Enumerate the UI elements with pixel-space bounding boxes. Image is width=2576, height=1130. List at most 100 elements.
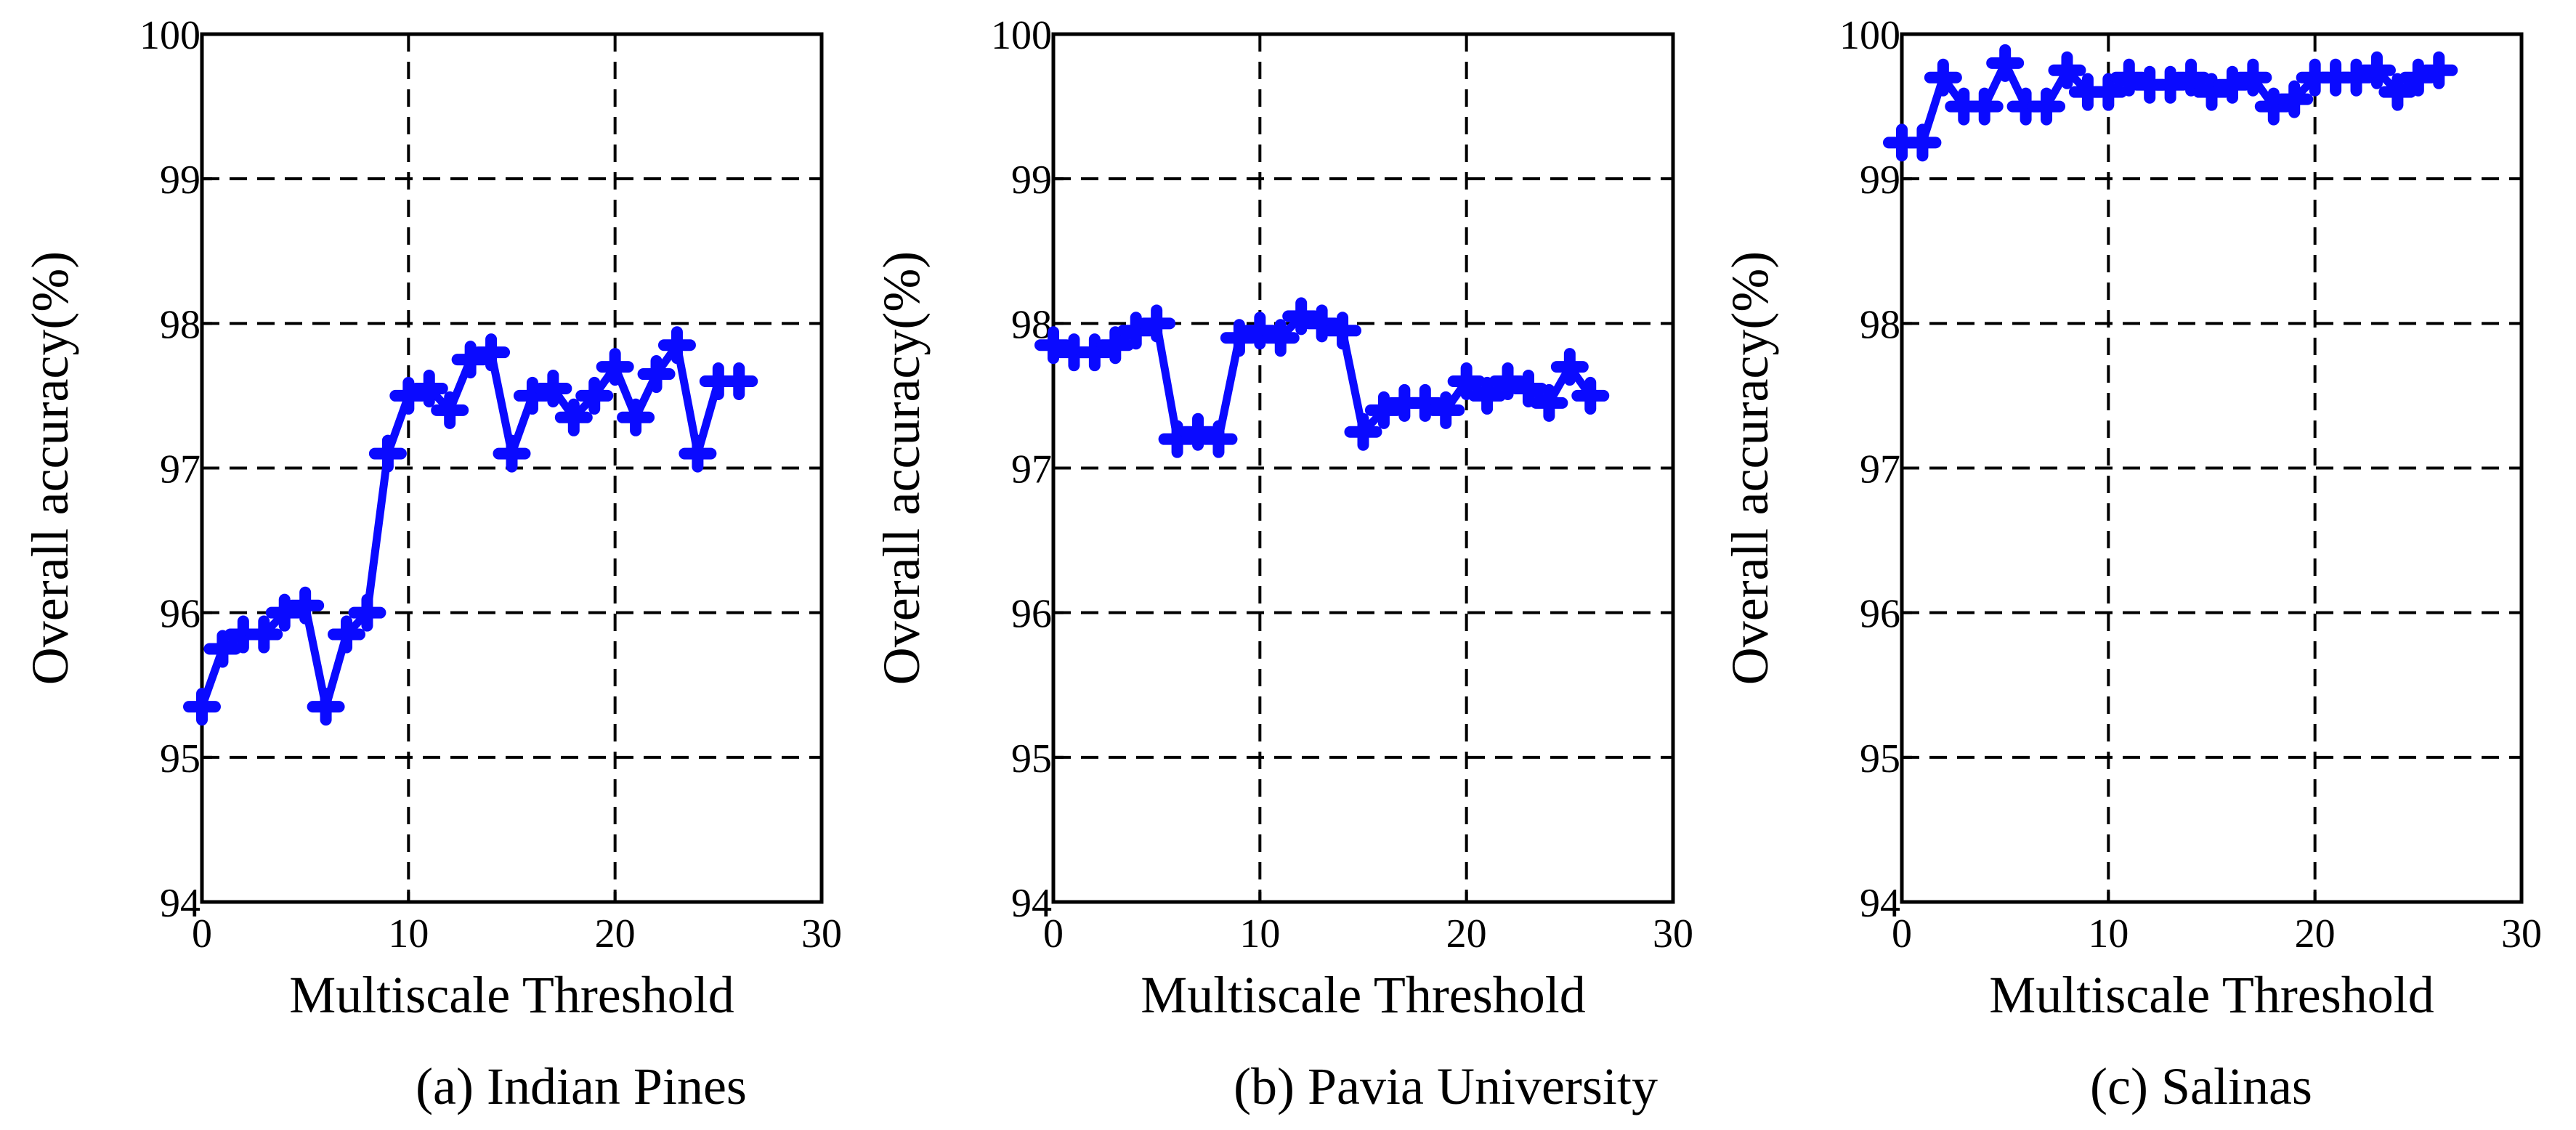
y-tick-label: 94 [160, 881, 201, 926]
x-tick-label: 0 [192, 911, 212, 956]
data-point [2110, 58, 2148, 97]
x-tick-label: 20 [1446, 911, 1487, 956]
data-point [1241, 312, 1279, 350]
data-point [493, 434, 531, 473]
data-point [2399, 58, 2437, 97]
data-point [2275, 80, 2314, 118]
data-point [286, 586, 325, 625]
y-tick-label: 95 [1011, 736, 1052, 781]
data-point [1158, 420, 1196, 458]
y-tick-label: 99 [160, 158, 201, 203]
y-tick-label: 94 [1011, 881, 1052, 926]
data-point [265, 593, 304, 632]
data-point [2234, 58, 2272, 97]
data-point [1096, 326, 1135, 365]
data-point [1986, 44, 2025, 82]
y-tick-label: 99 [1011, 158, 1052, 203]
x-tick-label: 30 [2501, 911, 2542, 956]
y-tick-label: 100 [1839, 13, 1900, 58]
x-axis-label: Multiscale Threshold [289, 966, 734, 1024]
data-point [389, 376, 428, 415]
y-tick-label: 97 [1011, 447, 1052, 492]
data-point [2028, 87, 2066, 126]
data-point [368, 434, 407, 473]
chart-panel-1: 94 95 96 97 98 99 100 0 10 20 30 Multiscale Thresho… [21, 13, 842, 1115]
data-point [1468, 376, 1507, 415]
data-point [1261, 319, 1300, 357]
data-point [348, 593, 386, 632]
y-tick-label: 96 [1860, 592, 1900, 637]
y-tick-label: 97 [1860, 447, 1900, 492]
data-point [410, 369, 448, 407]
data-point [575, 376, 614, 415]
data-point [637, 355, 676, 394]
x-tick-label: 10 [2088, 911, 2129, 956]
data-point [431, 391, 469, 429]
data-point [2378, 73, 2417, 111]
y-axis-label: Overall accuracy(%) [872, 251, 931, 686]
y-tick-label: 95 [160, 736, 201, 781]
data-point [534, 369, 572, 407]
data-point [1364, 391, 1403, 429]
data-point [1530, 383, 1568, 422]
data-point [1344, 412, 1382, 451]
data-point [1571, 376, 1610, 415]
data-point [1034, 326, 1072, 365]
y-tick-label: 98 [160, 302, 201, 347]
y-tick-label: 100 [139, 13, 201, 58]
panel-caption: (a) Indian Pines [416, 1057, 747, 1115]
y-tick-label: 98 [1860, 302, 1900, 347]
data-point [2172, 58, 2211, 97]
data-point [1282, 297, 1321, 336]
data-point [245, 615, 283, 654]
x-tick-label: 30 [801, 911, 842, 956]
data-point [1075, 333, 1114, 372]
x-tick-label: 10 [1239, 911, 1280, 956]
data-point [1179, 412, 1218, 451]
chart-panel-3: 94 95 96 97 98 99 100 0 10 20 30 Multiscale Thresho… [1721, 13, 2542, 1115]
data-point [1509, 369, 1547, 407]
data-point [1220, 319, 1258, 357]
panel-caption: (c) Salinas [2090, 1057, 2312, 1115]
y-tick-label: 100 [991, 13, 1052, 58]
data-point [1427, 391, 1465, 429]
data-point [720, 362, 758, 400]
data-point [1447, 362, 1486, 400]
data-point [2213, 65, 2251, 104]
data-point [1924, 58, 1962, 97]
data-point [2254, 87, 2293, 126]
data-point [617, 398, 655, 436]
data-point [657, 326, 696, 365]
data-point [1324, 312, 1362, 350]
x-axis-label: Multiscale Threshold [1989, 966, 2434, 1024]
series-line [198, 341, 740, 711]
data-point [2192, 73, 2231, 111]
data-point [1303, 304, 1341, 343]
y-axis-label: Overall accuracy(%) [1721, 251, 1779, 686]
data-point [1406, 383, 1444, 422]
y-axis-label: Overall accuracy(%) [21, 251, 79, 686]
data-point [472, 333, 511, 372]
y-tick-label: 96 [160, 592, 201, 637]
data-point [328, 615, 366, 654]
y-tick-label: 94 [1860, 881, 1900, 926]
panel-caption: (b) Pavia University [1234, 1057, 1658, 1115]
data-point [679, 434, 717, 473]
data-point [2089, 73, 2128, 111]
x-tick-label: 20 [2295, 911, 2336, 956]
y-tick-label: 95 [1860, 736, 1900, 781]
data-point [2151, 65, 2190, 104]
data-point [1138, 304, 1176, 343]
data-point [513, 376, 551, 415]
data-point [2048, 51, 2086, 89]
y-tick-label: 96 [1011, 592, 1052, 637]
data-point [1965, 87, 2004, 126]
data-point [554, 398, 593, 436]
y-tick-label: 99 [1860, 158, 1900, 203]
x-axis-label: Multiscale Threshold [1141, 966, 1586, 1024]
data-point [1489, 362, 1527, 400]
x-tick-label: 20 [595, 911, 636, 956]
x-tick-label: 30 [1653, 911, 1693, 956]
